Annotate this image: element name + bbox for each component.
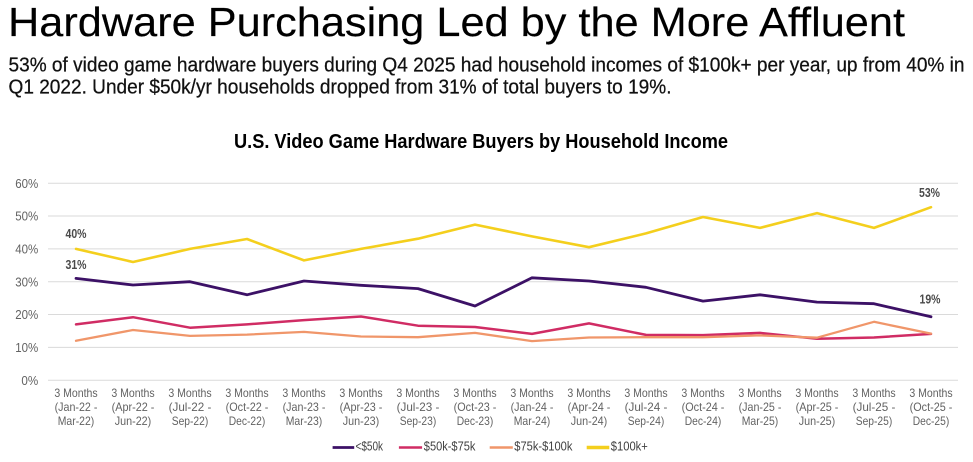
svg-text:(Jan-23 -: (Jan-23 - — [283, 400, 326, 414]
svg-text:Sep-24): Sep-24) — [628, 414, 665, 428]
svg-text:$50k-$75k: $50k-$75k — [424, 439, 476, 453]
svg-text:0%: 0% — [21, 374, 38, 388]
svg-text:(Oct-25 -: (Oct-25 - — [910, 400, 953, 414]
svg-text:20%: 20% — [15, 308, 38, 322]
svg-text:Jun-25): Jun-25) — [799, 414, 836, 428]
svg-text:(Jul-25 -: (Jul-25 - — [853, 400, 896, 414]
svg-text:3 Months: 3 Months — [396, 386, 439, 400]
svg-text:Dec-24): Dec-24) — [685, 414, 722, 428]
svg-text:Q1 2022. Under $50k/yr househo: Q1 2022. Under $50k/yr households droppe… — [9, 76, 672, 98]
svg-text:3 Months: 3 Months — [282, 386, 325, 400]
svg-text:3 Months: 3 Months — [852, 386, 895, 400]
svg-text:3 Months: 3 Months — [681, 386, 724, 400]
svg-text:Sep-22): Sep-22) — [172, 414, 209, 428]
svg-text:(Apr-23 -: (Apr-23 - — [340, 400, 383, 414]
svg-text:<$50k: <$50k — [356, 439, 384, 453]
svg-text:3 Months: 3 Months — [225, 386, 268, 400]
svg-text:(Oct-23 -: (Oct-23 - — [454, 400, 497, 414]
svg-text:Dec-22): Dec-22) — [229, 414, 266, 428]
svg-text:Hardware Purchasing Led by the: Hardware Purchasing Led by the More Affl… — [8, 0, 905, 45]
svg-text:$75k-$100k: $75k-$100k — [514, 439, 573, 453]
svg-text:40%: 40% — [15, 243, 38, 257]
svg-text:Sep-23): Sep-23) — [400, 414, 437, 428]
svg-text:3 Months: 3 Months — [453, 386, 496, 400]
svg-text:50%: 50% — [15, 210, 38, 224]
svg-text:Jun-22): Jun-22) — [115, 414, 152, 428]
svg-text:Jun-24): Jun-24) — [571, 414, 608, 428]
svg-text:(Jan-22 -: (Jan-22 - — [55, 400, 98, 414]
svg-text:(Apr-22 -: (Apr-22 - — [112, 400, 155, 414]
svg-text:(Oct-22 -: (Oct-22 - — [226, 400, 269, 414]
svg-text:(Apr-25 -: (Apr-25 - — [796, 400, 839, 414]
svg-text:3 Months: 3 Months — [624, 386, 667, 400]
svg-text:Mar-25): Mar-25) — [742, 414, 779, 428]
svg-text:(Jul-23 -: (Jul-23 - — [397, 400, 440, 414]
svg-text:Dec-25): Dec-25) — [913, 414, 950, 428]
svg-text:Dec-23): Dec-23) — [457, 414, 494, 428]
svg-text:Mar-24): Mar-24) — [514, 414, 551, 428]
svg-text:(Jul-24 -: (Jul-24 - — [625, 400, 668, 414]
svg-text:3 Months: 3 Months — [54, 386, 97, 400]
svg-text:3 Months: 3 Months — [909, 386, 952, 400]
svg-text:(Jan-24 -: (Jan-24 - — [511, 400, 554, 414]
svg-text:Mar-22): Mar-22) — [58, 414, 95, 428]
svg-text:3 Months: 3 Months — [111, 386, 154, 400]
svg-text:U.S. Video Game Hardware Buyer: U.S. Video Game Hardware Buyers by House… — [234, 130, 728, 153]
svg-text:3 Months: 3 Months — [510, 386, 553, 400]
svg-text:40%: 40% — [66, 226, 87, 241]
svg-text:19%: 19% — [920, 292, 941, 307]
svg-text:(Apr-24 -: (Apr-24 - — [568, 400, 611, 414]
svg-text:3 Months: 3 Months — [339, 386, 382, 400]
svg-text:3 Months: 3 Months — [168, 386, 211, 400]
svg-text:(Jan-25 -: (Jan-25 - — [739, 400, 782, 414]
svg-text:Mar-23): Mar-23) — [286, 414, 323, 428]
svg-text:3 Months: 3 Months — [567, 386, 610, 400]
svg-text:$100k+: $100k+ — [611, 439, 648, 453]
svg-text:Jun-23): Jun-23) — [343, 414, 380, 428]
svg-text:53%: 53% — [919, 185, 940, 200]
svg-text:60%: 60% — [15, 177, 38, 191]
svg-text:10%: 10% — [15, 341, 38, 355]
svg-text:30%: 30% — [15, 275, 38, 289]
svg-text:3 Months: 3 Months — [738, 386, 781, 400]
svg-text:31%: 31% — [66, 257, 87, 272]
svg-text:(Oct-24 -: (Oct-24 - — [682, 400, 725, 414]
svg-text:(Jul-22 -: (Jul-22 - — [169, 400, 212, 414]
svg-text:Sep-25): Sep-25) — [856, 414, 893, 428]
svg-text:53% of video game hardware buy: 53% of video game hardware buyers during… — [9, 54, 965, 76]
svg-text:3 Months: 3 Months — [795, 386, 838, 400]
